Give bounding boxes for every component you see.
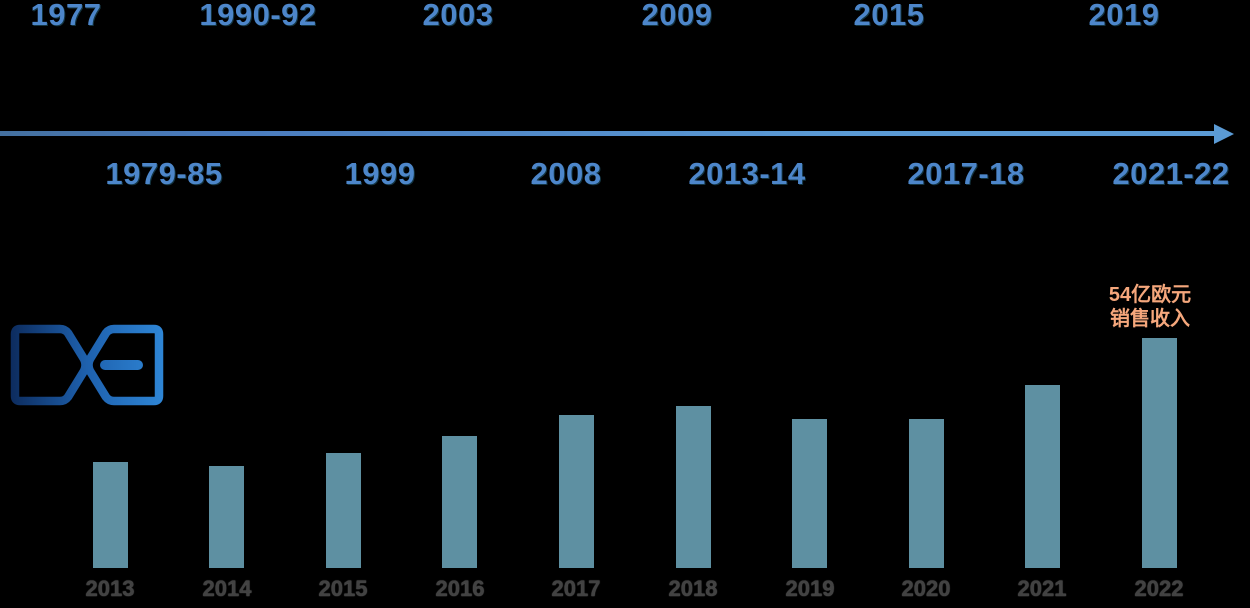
bar-year-label: 2022 [1134,576,1184,601]
bar-year-label: 2020 [901,576,951,601]
timeline-arrowhead-icon [1214,124,1234,144]
timeline-label-top: 2015 [853,0,925,32]
revenue-annotation-line2: 销售收入 [1110,308,1190,330]
bar-year-label: 2016 [435,576,485,601]
timeline-label-bottom: 2008 [530,156,602,191]
logo-left-shape [10,324,90,406]
bar [676,406,711,568]
bar-year-label: 2017 [551,576,601,601]
bar-year-label: 2013 [85,576,135,601]
bar-year-label: 2019 [785,576,835,601]
logo-right-shape [84,324,164,406]
bar-year-label: 2018 [668,576,718,601]
bar [559,415,594,568]
bar [1142,338,1177,568]
revenue-annotation-line1: 54亿欧元 [1108,284,1192,306]
bar [909,419,944,568]
timeline-arrow-line [0,131,1215,136]
bar [792,419,827,568]
timeline-label-bottom: 2021-22 [1112,156,1230,191]
bar [93,462,128,568]
bar-year-label: 2021 [1017,576,1067,601]
timeline-label-bottom: 2017-18 [907,156,1025,191]
timeline-label-bottom: 2013-14 [688,156,806,191]
company-logo-icon [10,324,164,406]
timeline-label-top: 2003 [422,0,494,32]
bar-year-label: 2014 [202,576,252,601]
revenue-annotation: 54亿欧元 销售收入 [1109,283,1191,331]
timeline-label-top: 2019 [1088,0,1160,32]
bar [1025,385,1060,568]
timeline-label-top: 2009 [641,0,713,32]
timeline-label-top: 1977 [30,0,102,32]
bar-year-label: 2015 [318,576,368,601]
timeline-label-bottom: 1979-85 [105,156,223,191]
timeline-label-top: 1990-92 [199,0,317,32]
bar [442,436,477,568]
bar [209,466,244,568]
bar [326,453,361,568]
timeline-label-bottom: 1999 [344,156,416,191]
